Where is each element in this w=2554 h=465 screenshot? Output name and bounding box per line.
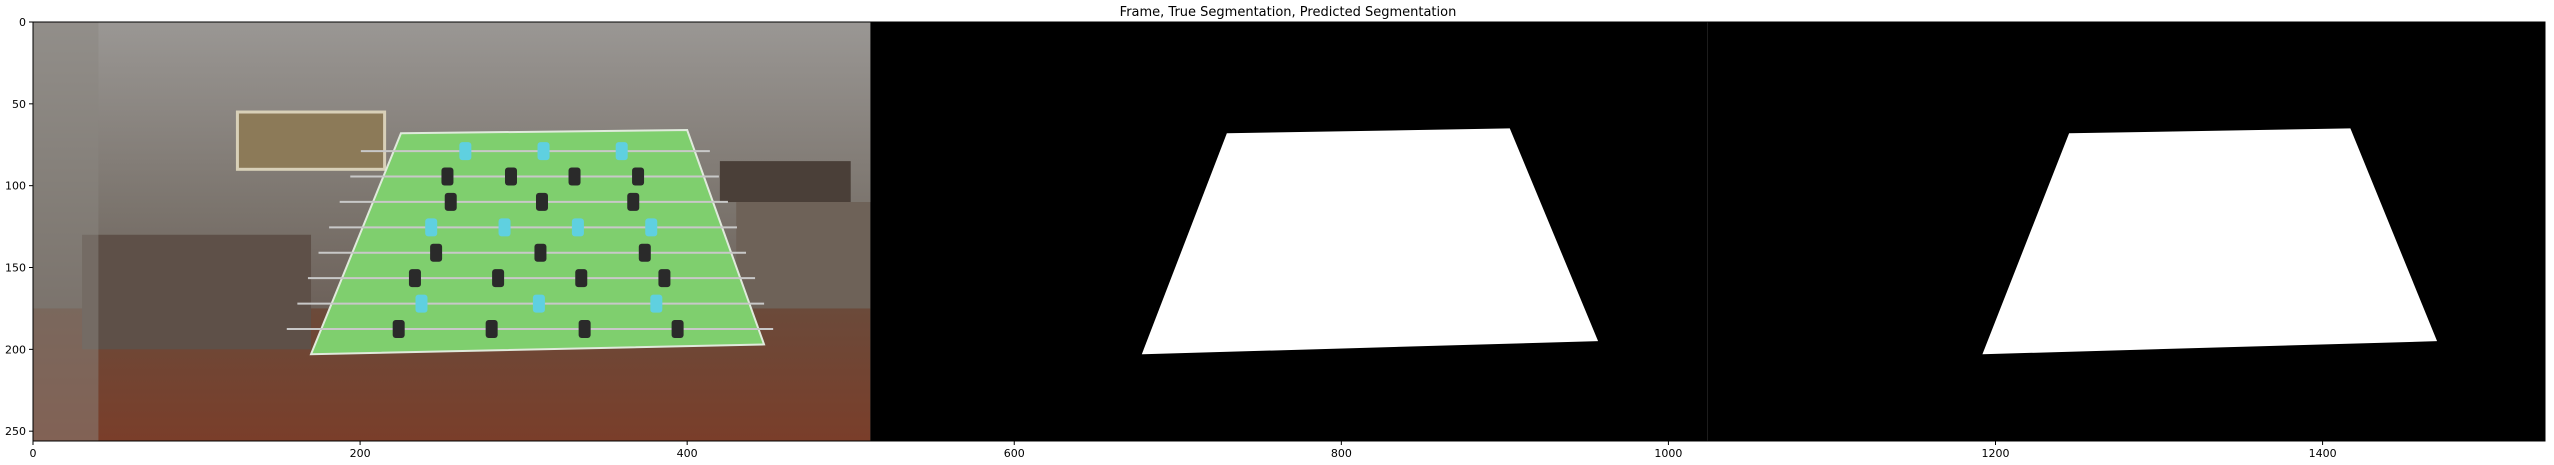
mask-quad <box>1141 128 1599 355</box>
frame-player <box>632 167 645 186</box>
frame-player <box>492 269 505 288</box>
y-tick-label: 250 <box>5 425 26 438</box>
frame-player <box>392 320 405 339</box>
frame-player <box>504 167 517 186</box>
frame-player <box>571 218 584 237</box>
frame-player <box>671 320 684 339</box>
plot-area <box>32 21 2546 442</box>
frame-player <box>425 218 438 237</box>
frame-player <box>658 269 671 288</box>
frame-left-wall <box>33 22 99 441</box>
y-tick-label: 50 <box>12 98 26 111</box>
frame-player <box>568 167 581 186</box>
frame-player <box>415 294 428 313</box>
x-tick-label: 800 <box>1331 447 1352 460</box>
frame-sofa-left <box>82 234 312 350</box>
frame-player <box>645 218 658 237</box>
frame-player <box>485 320 498 339</box>
frame-player <box>615 142 628 161</box>
frame-sofa-right <box>736 202 871 309</box>
y-tick-label: 0 <box>19 16 26 29</box>
x-tick-label: 1200 <box>1982 447 2010 460</box>
x-tick-label: 200 <box>350 447 371 460</box>
frame-player <box>578 320 591 339</box>
y-axis: 0 50 100 150 200 250 <box>5 16 33 438</box>
mask-quad <box>1982 128 2438 355</box>
frame-player <box>537 142 550 161</box>
y-tick-label: 200 <box>5 343 26 356</box>
true-segmentation-panel <box>870 22 1708 441</box>
frame-panel <box>33 22 871 441</box>
frame-player <box>575 269 588 288</box>
y-tick-label: 100 <box>5 180 26 193</box>
x-tick-label: 0 <box>30 447 37 460</box>
chart-title: Frame, True Segmentation, Predicted Segm… <box>1120 5 1457 20</box>
x-tick-label: 1000 <box>1654 447 1682 460</box>
predicted-segmentation-panel <box>1707 22 2545 441</box>
axes-frame <box>32 21 2546 442</box>
frame-player <box>650 294 663 313</box>
frame-player <box>627 192 640 211</box>
frame-window <box>235 110 387 171</box>
y-tick-label: 150 <box>5 262 26 275</box>
x-tick-label: 400 <box>677 447 698 460</box>
frame-player <box>441 167 454 186</box>
x-tick-label: 600 <box>1004 447 1025 460</box>
frame-player <box>459 142 472 161</box>
frame-player <box>444 192 457 211</box>
frame-player <box>498 218 511 237</box>
frame-player <box>534 243 547 262</box>
frame-player <box>638 243 651 262</box>
x-tick-label: 1400 <box>2309 447 2337 460</box>
frame-player <box>535 192 548 211</box>
frame-player <box>532 294 545 313</box>
frame-player <box>430 243 443 262</box>
frame-furniture <box>719 161 851 203</box>
frame-player <box>408 269 421 288</box>
x-axis: 0 200 400 600 800 1000 1200 1400 <box>30 441 2337 460</box>
